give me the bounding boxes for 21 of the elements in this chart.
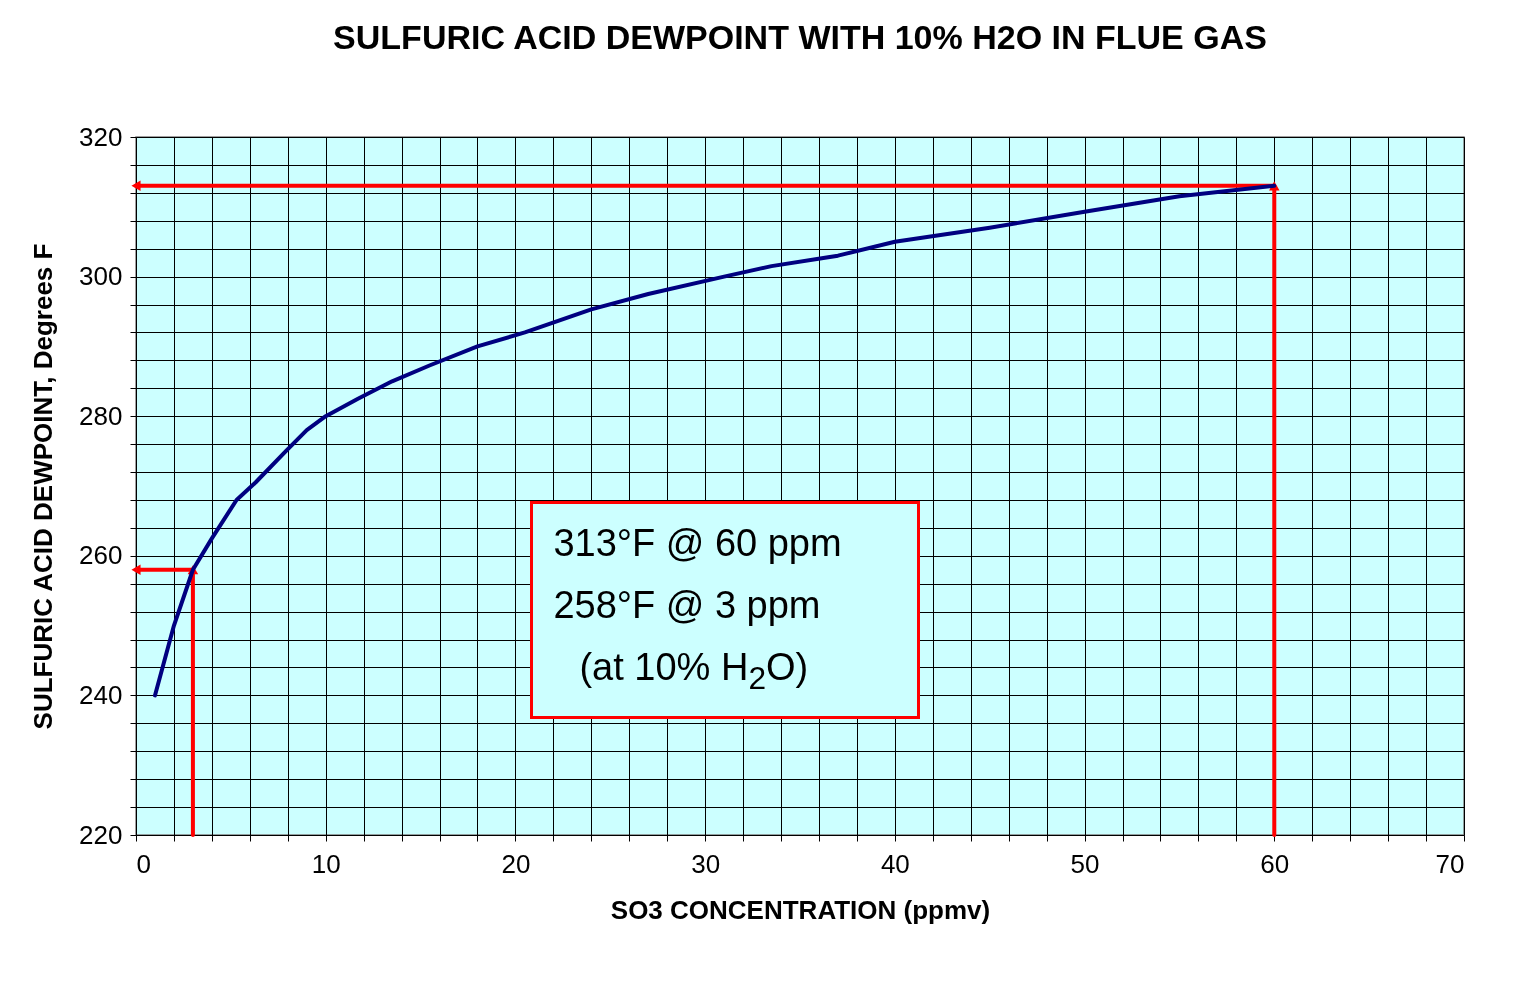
annotation: 313°F @ 60 ppm <box>553 520 843 566</box>
x-tick-label: 0 <box>136 848 151 879</box>
y-tick-label: 260 <box>79 540 123 571</box>
y-tick-label: 280 <box>79 400 123 431</box>
x-tick-label: 60 <box>1260 848 1290 879</box>
x-tick-label: 20 <box>501 848 531 879</box>
x-tick-label: 50 <box>1070 848 1100 879</box>
x-axis-title: SO3 CONCENTRATION (ppmv) <box>610 894 991 925</box>
annotation: (at 10% H$_{2}$O) <box>578 644 810 698</box>
y-axis-title: SULFURIC ACID DEWPOINT, Degrees F <box>28 243 59 730</box>
y-tick-label: 220 <box>79 819 123 850</box>
chart-title: SULFURIC ACID DEWPOINT WITH 10% H2O IN FLUE GAS <box>333 18 1267 56</box>
text-box: 313°F @ 60 ppm 258°F @ 3 ppm (at 10% H$_{2}$O) <box>530 500 920 720</box>
annotation: 258°F @ 3 ppm <box>553 582 822 628</box>
y-tick-label: 320 <box>79 121 123 152</box>
y-tick-label: 300 <box>79 261 123 292</box>
x-tick-label: 30 <box>691 848 721 879</box>
y-tick-label: 240 <box>79 679 123 710</box>
x-tick-label: 10 <box>311 848 341 879</box>
x-tick-label: 70 <box>1435 848 1465 879</box>
x-tick-label: 40 <box>880 848 910 879</box>
